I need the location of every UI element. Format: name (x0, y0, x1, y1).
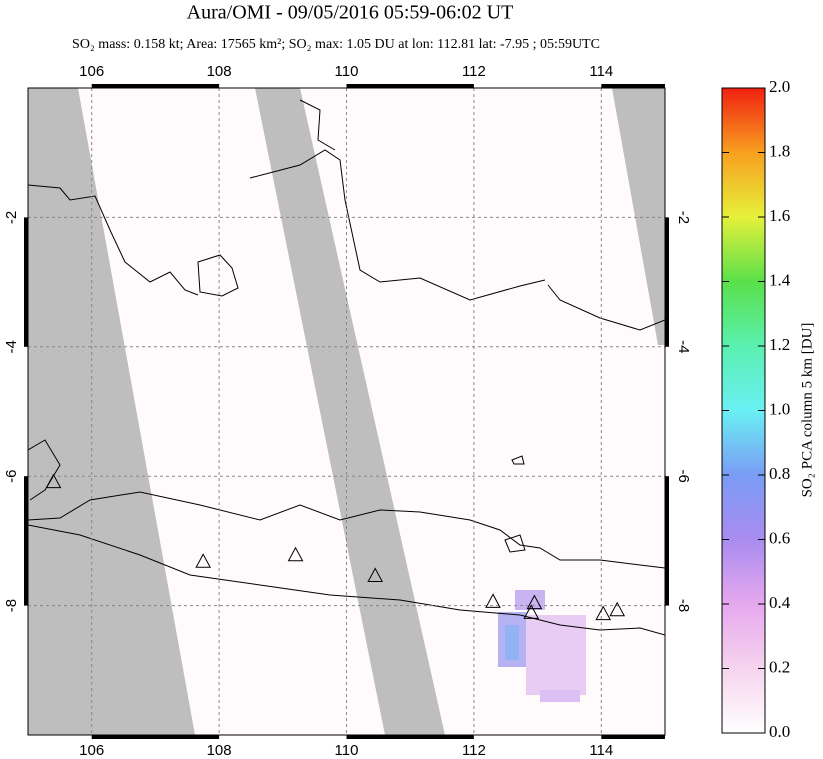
coastline (547, 284, 665, 331)
subtitle: SO₂ mass: 0.158 kt; Area: 17565 km²; SO₂… (72, 37, 600, 52)
coastline (28, 439, 61, 501)
colorbar-tick-label: 0.4 (769, 593, 791, 612)
volcano-marker (526, 594, 543, 610)
colorbar-tick-label: 1.6 (769, 206, 790, 225)
coastline (249, 149, 546, 301)
frame-bar (665, 217, 669, 347)
volcano-marker (195, 553, 212, 568)
y-tick-label: -4 (675, 340, 692, 353)
colorbar-tick-label: 0.8 (769, 464, 790, 483)
frame-bar (601, 84, 665, 88)
volcano-marker (45, 473, 62, 489)
volcano-marker (367, 567, 384, 582)
colorbar-tick-label: 0.6 (769, 528, 790, 547)
x-tick-label: 112 (462, 742, 486, 759)
x-tick-label: 106 (79, 63, 104, 80)
x-tick-label: 114 (589, 63, 613, 80)
no-data-swath (28, 88, 195, 735)
x-tick-label: 112 (462, 63, 486, 80)
frame-bar (346, 735, 474, 739)
volcano-marker (609, 601, 626, 617)
y-tick-label: -2 (675, 211, 692, 224)
y-tick-label: -8 (3, 599, 20, 612)
volcano-marker (595, 605, 612, 621)
no-data-swath (612, 88, 665, 345)
frame-bar (24, 217, 28, 347)
x-tick-label: 110 (335, 742, 359, 759)
coastline (511, 455, 525, 465)
title: Aura/OMI - 09/05/2016 05:59-06:02 UT (187, 2, 514, 24)
plume-cell (526, 615, 586, 695)
volcano-marker (523, 604, 540, 619)
map-area (28, 88, 665, 735)
colorbar-tick-label: 1.2 (769, 335, 790, 354)
frame-bar (24, 476, 28, 606)
volcanoes (45, 473, 626, 621)
y-tick-label: -2 (3, 211, 20, 224)
coastline (28, 524, 665, 636)
colorbar-tick-label: 0.2 (769, 657, 790, 676)
plume-cell (540, 690, 580, 702)
x-tick-label: 106 (79, 742, 104, 759)
frame-bar (346, 84, 474, 88)
x-tick-label: 108 (207, 742, 232, 759)
coastline (28, 491, 665, 569)
colorbar-tick-label: 1.0 (769, 399, 790, 418)
frame-bar (91, 735, 220, 739)
x-tick-label: 114 (589, 742, 613, 759)
volcano-marker (287, 546, 304, 562)
coastline (28, 184, 199, 296)
x-tick-label: 108 (207, 63, 232, 80)
colorbar-tick-label: 1.4 (769, 270, 791, 289)
no-data-swath (255, 88, 445, 735)
colorbar-tick-label: 1.8 (769, 141, 790, 160)
colorbar-label: SO₂ PCA column 5 km [DU] (799, 323, 815, 498)
x-tick-label: 110 (335, 63, 359, 80)
y-tick-label: -6 (3, 470, 20, 483)
frame-bar (91, 84, 220, 88)
plume-cell (515, 590, 545, 610)
axes: 106 106 108 108 110 110 112 112 114 114 -2 -2 -4 -4 -6… (3, 63, 692, 759)
coastline (197, 254, 239, 297)
plume-cell (505, 625, 519, 660)
colorbar-tick-label: 2.0 (769, 77, 790, 96)
coastlines (28, 99, 665, 636)
y-tick-label: -6 (675, 470, 692, 483)
frame-bar (601, 735, 665, 739)
grid (28, 88, 665, 735)
coastline (299, 99, 336, 151)
coastline (504, 534, 526, 553)
colorbar-tick-label: 0.0 (769, 722, 790, 741)
volcano-marker (485, 593, 501, 608)
so2-plume (498, 590, 586, 702)
colorbar (721, 87, 766, 734)
y-tick-label: -4 (3, 340, 20, 353)
frame-bar (665, 476, 669, 606)
y-tick-label: -8 (675, 599, 692, 612)
